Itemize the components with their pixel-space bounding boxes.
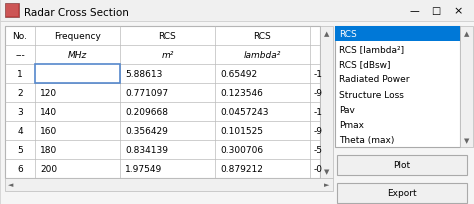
Text: 140: 140 xyxy=(40,108,57,116)
Bar xyxy=(5,27,320,178)
Text: ▼: ▼ xyxy=(464,137,469,143)
Text: 0.123546: 0.123546 xyxy=(220,89,263,98)
Text: 200: 200 xyxy=(40,164,57,173)
Text: 0.879212: 0.879212 xyxy=(220,164,263,173)
Text: RCS: RCS xyxy=(254,32,272,41)
Text: Theta (max): Theta (max) xyxy=(339,135,394,144)
Bar xyxy=(337,183,467,203)
Bar xyxy=(35,65,120,84)
Text: RCS [dBsw]: RCS [dBsw] xyxy=(339,60,391,69)
Text: ►: ► xyxy=(324,182,330,188)
Text: Structure Loss: Structure Loss xyxy=(339,90,404,99)
Text: Radiated Power: Radiated Power xyxy=(339,75,410,84)
Text: Export: Export xyxy=(387,188,417,197)
Text: MHz: MHz xyxy=(68,51,87,60)
Text: -9: -9 xyxy=(314,89,323,98)
Text: 4: 4 xyxy=(17,126,23,135)
Text: 100: 100 xyxy=(40,70,57,79)
Text: 3: 3 xyxy=(17,108,23,116)
Text: 0.0457243: 0.0457243 xyxy=(220,108,268,116)
Bar xyxy=(335,27,460,42)
Text: RCS: RCS xyxy=(159,32,176,41)
Text: 1.97549: 1.97549 xyxy=(125,164,162,173)
Text: Pmax: Pmax xyxy=(339,120,364,129)
Text: ▲: ▲ xyxy=(324,31,329,37)
Text: 6: 6 xyxy=(17,164,23,173)
Text: 5: 5 xyxy=(17,145,23,154)
Text: lambda²: lambda² xyxy=(244,51,281,60)
Text: ◄: ◄ xyxy=(9,182,14,188)
Text: 0.65492: 0.65492 xyxy=(220,70,257,79)
Bar xyxy=(5,178,333,191)
Text: -0: -0 xyxy=(314,164,323,173)
Bar xyxy=(0,22,474,204)
Bar xyxy=(322,40,331,58)
Text: 5.88613: 5.88613 xyxy=(125,70,163,79)
Bar xyxy=(337,155,467,175)
Bar xyxy=(320,27,333,178)
Text: -1: -1 xyxy=(314,108,323,116)
Text: 2: 2 xyxy=(17,89,23,98)
Text: 1: 1 xyxy=(17,70,23,79)
Text: □: □ xyxy=(431,6,441,16)
Text: m²: m² xyxy=(161,51,173,60)
Text: —: — xyxy=(409,6,419,16)
Text: -5: -5 xyxy=(314,145,323,154)
Bar xyxy=(335,27,460,147)
Text: 0.356429: 0.356429 xyxy=(125,126,168,135)
Bar xyxy=(5,4,19,18)
Text: -9: -9 xyxy=(314,126,323,135)
Text: Frequency: Frequency xyxy=(54,32,101,41)
Text: 120: 120 xyxy=(40,89,57,98)
Text: 180: 180 xyxy=(40,145,57,154)
Text: 0.209668: 0.209668 xyxy=(125,108,168,116)
Text: RCS [lambda²]: RCS [lambda²] xyxy=(339,45,404,54)
Text: Pav: Pav xyxy=(339,105,355,114)
Bar xyxy=(6,5,18,17)
Text: No.: No. xyxy=(12,32,27,41)
Bar xyxy=(0,0,474,22)
Text: 160: 160 xyxy=(40,126,57,135)
Text: ▼: ▼ xyxy=(324,168,329,174)
Text: Plot: Plot xyxy=(393,161,410,170)
Text: 0.771097: 0.771097 xyxy=(125,89,168,98)
Text: 0.101525: 0.101525 xyxy=(220,126,263,135)
Text: ×: × xyxy=(453,6,463,16)
Text: ---: --- xyxy=(15,51,25,60)
Text: 0.834139: 0.834139 xyxy=(125,145,168,154)
Bar xyxy=(460,27,473,147)
Text: 0.300706: 0.300706 xyxy=(220,145,263,154)
Text: RCS: RCS xyxy=(339,30,357,39)
Text: -1: -1 xyxy=(314,70,323,79)
Text: Radar Cross Section: Radar Cross Section xyxy=(24,8,129,18)
Text: ▲: ▲ xyxy=(464,31,469,37)
